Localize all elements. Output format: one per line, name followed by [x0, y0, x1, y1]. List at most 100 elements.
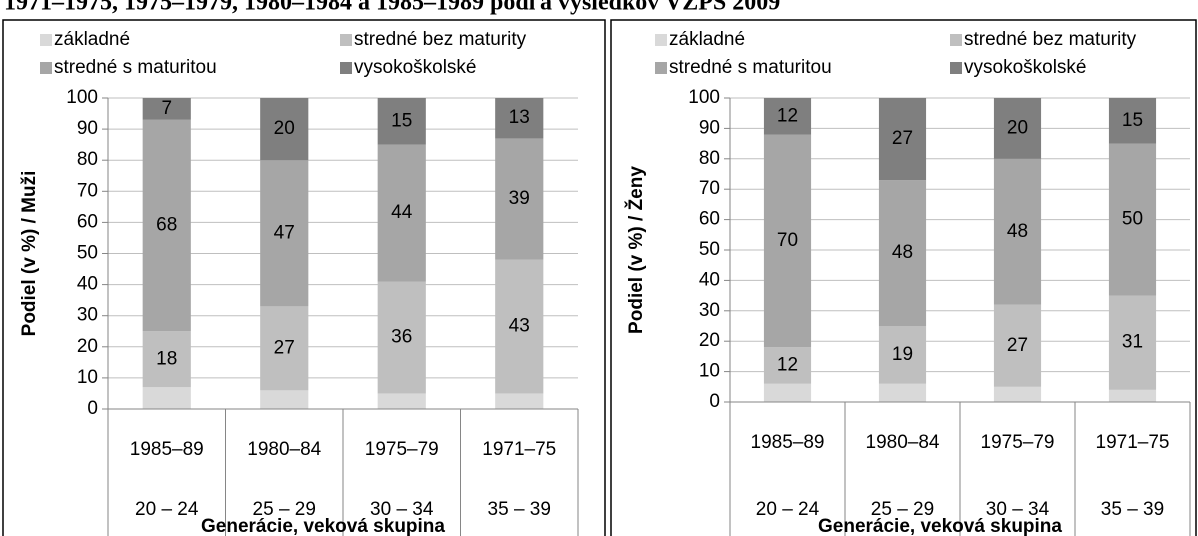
page-title: 1971–1975, 1975–1979, 1980–1984 a 1985–1…	[4, 0, 780, 16]
legend-label: základné	[54, 29, 130, 50]
legend-label: stredné bez maturity	[354, 29, 527, 50]
bar-segment	[377, 144, 426, 282]
y-tick-label: 100	[66, 87, 98, 108]
bar-segment	[763, 98, 812, 135]
bar-segment	[993, 386, 1042, 402]
y-tick-label: 60	[699, 209, 720, 230]
y-tick-label: 40	[699, 269, 720, 290]
x-tick-label: 1985–89	[130, 439, 204, 460]
data-label: 12	[777, 105, 798, 126]
bar-segment	[878, 180, 927, 326]
bar-segment	[377, 281, 426, 394]
legend-swatch	[40, 62, 52, 74]
bar-segment	[377, 98, 426, 145]
x-tick-label: 1971–75	[1096, 432, 1170, 453]
x-tick-label: 1985–89	[751, 432, 825, 453]
legend-swatch	[40, 34, 52, 46]
panel-frame	[610, 19, 1197, 536]
x-axis-label: Generácie, veková skupina	[201, 516, 445, 536]
bar-segment	[993, 304, 1042, 387]
data-label: 68	[156, 215, 177, 236]
legend-label: vysokoškolské	[354, 57, 477, 78]
bar-segment	[1108, 98, 1157, 144]
data-label: 20	[274, 118, 295, 139]
data-label: 7	[161, 98, 172, 119]
data-label: 12	[777, 355, 798, 376]
y-tick-label: 70	[77, 180, 98, 201]
bar-segment	[763, 347, 812, 384]
x-tick-label: 20 – 24	[756, 499, 820, 520]
x-tick-label: 1980–84	[866, 432, 940, 453]
y-tick-label: 50	[699, 239, 720, 260]
y-tick-label: 30	[699, 300, 720, 321]
x-tick-label: 30 – 34	[370, 499, 434, 520]
bar-segment	[495, 393, 544, 409]
legend-swatch	[340, 34, 352, 46]
y-tick-label: 40	[77, 274, 98, 295]
bar-segment	[260, 160, 309, 307]
x-tick-label: 1975–79	[981, 432, 1055, 453]
legend-swatch	[655, 62, 667, 74]
data-label: 27	[1007, 335, 1028, 356]
bar-segment	[495, 98, 544, 139]
y-tick-label: 90	[699, 117, 720, 138]
legend-swatch	[950, 34, 962, 46]
data-label: 36	[391, 326, 412, 347]
y-axis-label: Podiel (v %) / Muži	[19, 171, 40, 337]
y-tick-label: 50	[77, 243, 98, 264]
data-label: 48	[1007, 221, 1028, 242]
x-tick-label: 35 – 39	[488, 499, 551, 520]
bar-segment	[878, 383, 927, 402]
bar-segment	[495, 259, 544, 394]
data-label: 20	[1007, 117, 1028, 138]
bar-segment	[763, 383, 812, 402]
x-tick-label: 25 – 29	[871, 499, 934, 520]
bar-segment	[142, 119, 191, 332]
x-tick-label: 25 – 29	[253, 499, 316, 520]
bar-segment	[142, 331, 191, 388]
data-label: 39	[509, 188, 530, 209]
data-label: 70	[777, 230, 798, 251]
y-tick-label: 90	[77, 118, 98, 139]
bar-segment	[260, 306, 309, 391]
data-label: 18	[156, 348, 177, 369]
x-tick-label: 1980–84	[247, 439, 321, 460]
data-label: 43	[509, 316, 530, 337]
bar-segment	[993, 158, 1042, 305]
y-tick-label: 70	[699, 178, 720, 199]
legend-swatch	[340, 62, 352, 74]
x-tick-label: 1975–79	[365, 439, 439, 460]
y-tick-label: 80	[699, 148, 720, 169]
legend-label: základné	[669, 29, 745, 50]
bar-segment	[1108, 389, 1157, 402]
data-label: 27	[274, 337, 295, 358]
data-label: 50	[1122, 209, 1143, 230]
legend-label: stredné s maturitou	[669, 57, 832, 78]
x-axis-label: Generácie, veková skupina	[818, 516, 1062, 536]
y-tick-label: 60	[77, 211, 98, 232]
y-tick-label: 80	[77, 149, 98, 170]
data-label: 13	[509, 107, 530, 128]
bar-segment	[142, 98, 191, 120]
x-tick-label: 20 – 24	[135, 499, 199, 520]
y-tick-label: 100	[688, 87, 720, 108]
bar-segment	[142, 387, 191, 409]
y-tick-label: 20	[77, 336, 98, 357]
data-label: 48	[892, 242, 913, 263]
bar-segment	[1108, 143, 1157, 296]
legend-swatch	[655, 34, 667, 46]
x-tick-label: 30 – 34	[986, 499, 1050, 520]
bar-segment	[993, 98, 1042, 159]
bar-segment	[1108, 295, 1157, 390]
data-label: 31	[1122, 332, 1143, 353]
bar-segment	[495, 138, 544, 260]
y-tick-label: 10	[699, 361, 720, 382]
bar-segment	[763, 134, 812, 348]
x-tick-label: 35 – 39	[1101, 499, 1164, 520]
legend-label: vysokoškolské	[964, 57, 1087, 78]
data-label: 27	[892, 128, 913, 149]
panel-frame	[2, 19, 606, 536]
y-axis-label: Podiel (v %) / Ženy	[625, 166, 647, 334]
bar-segment	[377, 393, 426, 409]
